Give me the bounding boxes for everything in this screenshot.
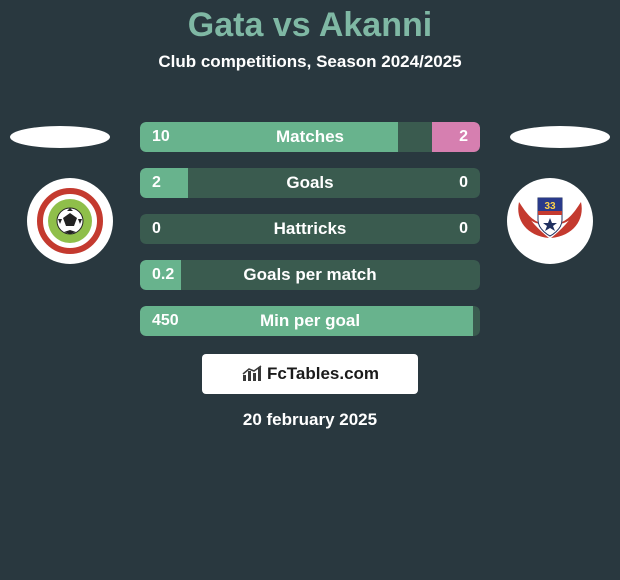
comparison-row: Matches102 [140,122,480,152]
date-text: 20 february 2025 [0,410,620,430]
row-value-right: 0 [459,168,468,198]
row-bg [140,214,480,244]
bar-chart-icon [241,365,263,383]
brand-badge: FcTables.com [202,354,418,394]
comparison-row: Goals per match0.2 [140,260,480,290]
row-value-left: 10 [152,122,170,152]
row-bg [140,260,480,290]
club-left-icon [33,184,107,258]
club-right-icon: 33 [509,180,591,262]
row-value-left: 0.2 [152,260,174,290]
comparison-row: Hattricks00 [140,214,480,244]
comparison-rows: Matches102Goals20Hattricks00Goals per ma… [140,122,480,352]
row-value-right: 2 [459,122,468,152]
infographic-root: Gata vs Akanni Club competitions, Season… [0,0,620,72]
brand-text: FcTables.com [267,364,379,384]
title-part: vs [273,6,311,44]
svg-text:33: 33 [544,201,556,212]
row-value-left: 0 [152,214,161,244]
row-fill-left [140,168,188,198]
subtitle: Club competitions, Season 2024/2025 [0,52,620,72]
title-part [311,6,319,44]
player-ellipse-left [10,126,110,148]
title-part: Akanni [319,6,432,44]
comparison-row: Goals20 [140,168,480,198]
row-value-right: 0 [459,214,468,244]
title-part: Gata [188,6,264,44]
player-ellipse-right [510,126,610,148]
row-fill-right [432,122,480,152]
page-title: Gata vs Akanni [0,8,620,42]
comparison-row: Min per goal450 [140,306,480,336]
row-fill-left [140,122,398,152]
row-bg [140,168,480,198]
row-value-left: 2 [152,168,161,198]
row-fill-left [140,306,473,336]
club-badge-left [27,178,113,264]
title-part [263,6,272,44]
row-value-left: 450 [152,306,179,336]
club-badge-right: 33 [507,178,593,264]
